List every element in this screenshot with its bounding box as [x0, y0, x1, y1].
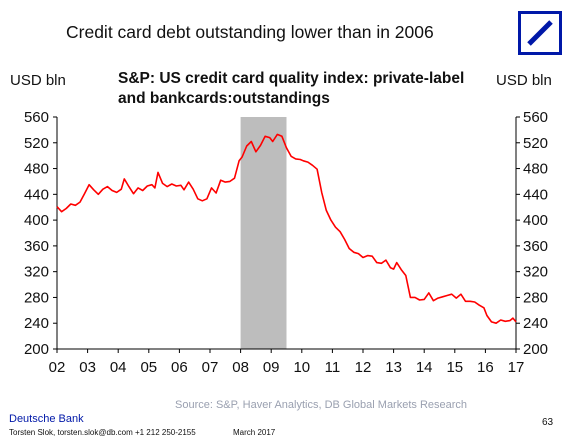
x-tick-label: 11: [325, 359, 341, 376]
x-tick-label: 09: [263, 359, 280, 376]
x-tick-label: 05: [140, 359, 157, 376]
y-tick-label-left: 240: [24, 315, 49, 332]
y-tick-label-left: 360: [24, 238, 49, 255]
recession-shading: [240, 117, 287, 349]
x-tick-label: 03: [79, 359, 96, 376]
y-tick-label-right: 360: [523, 238, 548, 255]
chart-title-line-1: S&P: US credit card quality index: priva…: [118, 70, 465, 87]
y-axis-unit-left: USD bln: [10, 72, 66, 89]
y-axis-unit-right: USD bln: [496, 72, 552, 89]
x-tick-label: 04: [110, 359, 127, 376]
y-tick-label-left: 480: [24, 161, 49, 178]
x-tick-label: 07: [202, 359, 219, 376]
y-tick-label-right: 520: [523, 135, 548, 152]
y-tick-label-left: 400: [24, 212, 49, 229]
chart-title-line-2: and bankcards:outstandings: [118, 90, 330, 107]
x-tick-label: 17: [508, 359, 525, 376]
y-tick-label-right: 280: [523, 289, 548, 306]
y-tick-label-right: 200: [523, 341, 548, 358]
footer-contact: Torsten Slok, torsten.slok@db.com +1 212…: [9, 428, 196, 437]
footer-bank-name: Deutsche Bank: [9, 413, 84, 425]
x-tick-label: 15: [446, 359, 463, 376]
deutsche-bank-logo: [518, 11, 562, 55]
x-tick-label: 08: [232, 359, 249, 376]
slide-title: Credit card debt outstanding lower than …: [66, 22, 434, 42]
y-tick-label-right: 320: [523, 264, 548, 281]
y-tick-label-left: 560: [24, 109, 49, 126]
y-tick-label-left: 200: [24, 341, 49, 358]
series-line: [56, 133, 517, 325]
x-tick-label: 14: [416, 359, 433, 376]
y-tick-label-right: 480: [523, 161, 548, 178]
x-tick-label: 13: [385, 359, 402, 376]
x-tick-label: 06: [171, 359, 188, 376]
x-tick-label: 16: [477, 359, 494, 376]
x-tick-label: 12: [355, 359, 372, 376]
x-tick-label: 10: [293, 359, 310, 376]
x-tick-label: 02: [49, 359, 66, 376]
y-tick-label-left: 440: [24, 186, 49, 203]
y-tick-label-left: 520: [24, 135, 49, 152]
page-number: 63: [542, 417, 554, 428]
y-tick-label-right: 240: [523, 315, 548, 332]
source-note: Source: S&P, Haver Analytics, DB Global …: [175, 399, 468, 411]
chart-title: S&P: US credit card quality index: priva…: [118, 69, 478, 109]
y-tick-label-right: 440: [523, 186, 548, 203]
y-tick-label-left: 320: [24, 264, 49, 281]
y-tick-label-right: 400: [523, 212, 548, 229]
y-tick-label-right: 560: [523, 109, 548, 126]
footer-date: March 2017: [233, 428, 276, 437]
y-tick-label-left: 280: [24, 289, 49, 306]
